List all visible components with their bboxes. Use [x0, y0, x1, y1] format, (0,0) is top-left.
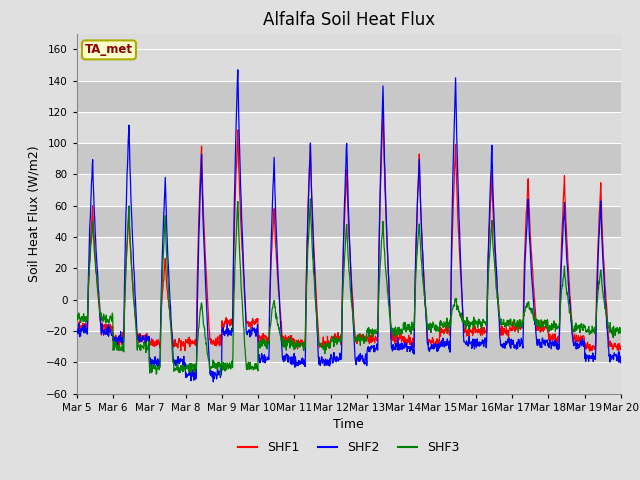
Bar [77, 362, 621, 394]
Y-axis label: Soil Heat Flux (W/m2): Soil Heat Flux (W/m2) [28, 145, 40, 282]
Bar [77, 143, 621, 174]
Bar [77, 81, 621, 112]
Bar [77, 300, 621, 331]
X-axis label: Time: Time [333, 418, 364, 431]
Bar [77, 112, 621, 143]
Title: Alfalfa Soil Heat Flux: Alfalfa Soil Heat Flux [263, 11, 435, 29]
Bar [77, 49, 621, 81]
Bar [77, 206, 621, 237]
Bar [77, 237, 621, 268]
Text: TA_met: TA_met [85, 43, 133, 56]
Bar [77, 268, 621, 300]
Bar [77, 174, 621, 206]
Legend: SHF1, SHF2, SHF3: SHF1, SHF2, SHF3 [234, 436, 464, 459]
Bar [77, 331, 621, 362]
